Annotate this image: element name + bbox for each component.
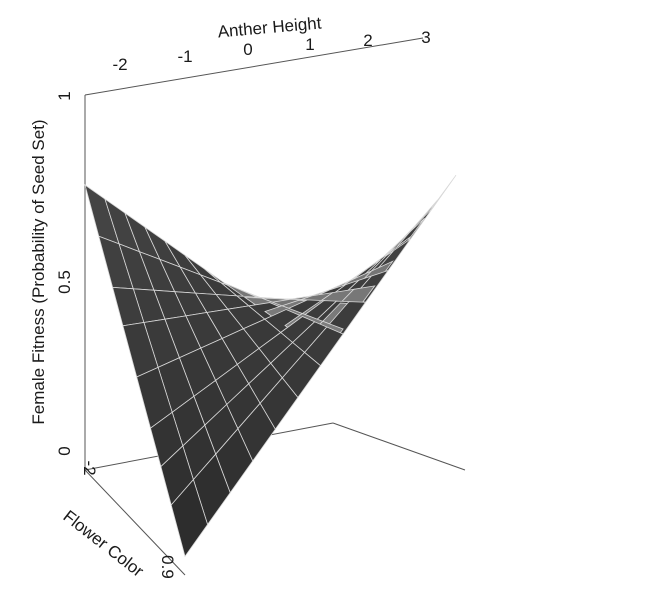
y-tick-label: 0.9 [158, 555, 177, 579]
surface-patch [170, 478, 209, 558]
x-tick-label: 0 [243, 40, 252, 59]
z-axis-title: Female Fitness (Probability of Seed Set) [29, 119, 48, 424]
z-tick-label: 1 [55, 91, 74, 100]
y-axis-line [84, 469, 186, 576]
floor-right-line [332, 422, 466, 471]
x-tick-label: 1 [305, 35, 314, 54]
y-axis-title: Flower Color [60, 507, 148, 582]
x-tick-label: 3 [421, 28, 430, 47]
tick-labels: -2 -1 0 1 2 3 0 0.5 1 -2 0.9 [55, 28, 431, 579]
z-tick-label: 0.5 [55, 270, 74, 294]
y-tick-label: -2 [80, 460, 99, 475]
x-tick-label: -1 [177, 47, 192, 66]
surface-mesh [84, 174, 457, 558]
x-axis-line [84, 37, 424, 96]
z-tick-label: 0 [55, 446, 74, 455]
x-tick-label: -2 [112, 55, 127, 74]
x-tick-label: 2 [363, 31, 372, 50]
